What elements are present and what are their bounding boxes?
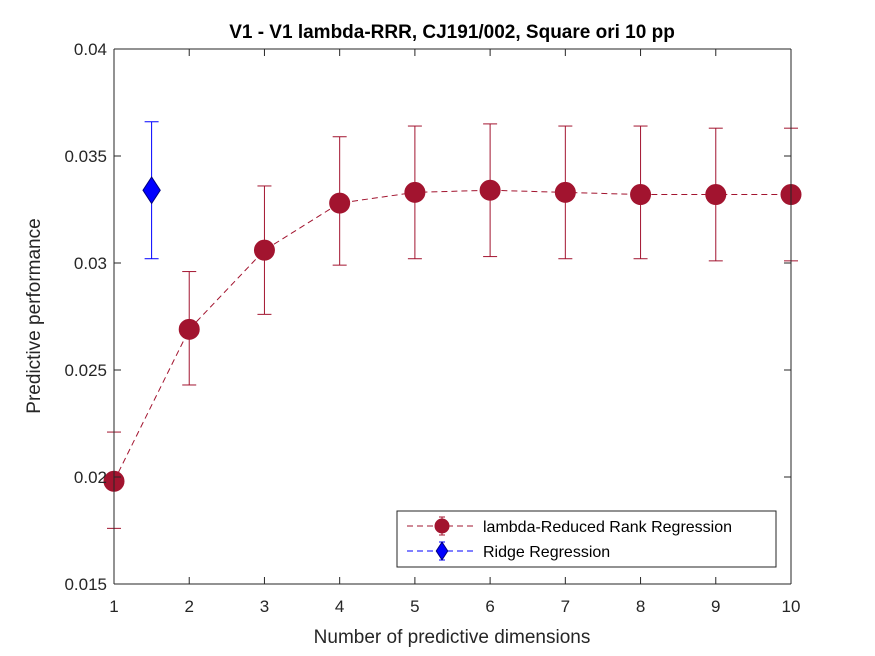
data-point (253, 239, 275, 261)
data-point (630, 184, 652, 206)
y-tick-label: 0.03 (74, 254, 107, 273)
data-point (705, 184, 727, 206)
x-tick-label: 1 (109, 597, 118, 616)
y-tick-label: 0.04 (74, 40, 107, 59)
x-tick-label: 5 (410, 597, 419, 616)
plot-area (114, 49, 791, 584)
legend-label: Ridge Regression (483, 544, 610, 561)
x-tick-label: 8 (636, 597, 645, 616)
legend-marker (434, 518, 450, 534)
series-0 (103, 123, 802, 529)
chart-title: V1 - V1 lambda-RRR, CJ191/002, Square or… (229, 22, 675, 43)
data-point (554, 181, 576, 203)
data-point (142, 176, 161, 205)
y-tick-label: 0.035 (64, 147, 107, 166)
data-point (329, 192, 351, 214)
data-point (178, 318, 200, 340)
legend: lambda-Reduced Rank Regression Ridge Regr… (396, 510, 777, 568)
data-point (479, 179, 501, 201)
x-axis-title: Number of predictive dimensions (314, 627, 591, 648)
y-tick-label: 0.02 (74, 468, 107, 487)
legend-box (396, 510, 777, 568)
legend-label: lambda-Reduced Rank Regression (483, 519, 732, 536)
x-tick-label: 10 (782, 597, 801, 616)
series-1 (142, 121, 161, 260)
series-layer (103, 121, 802, 529)
y-axis-title: Predictive performance (24, 218, 45, 413)
x-tick-label: 6 (485, 597, 494, 616)
legend-marker (435, 541, 449, 561)
x-tick-label: 3 (260, 597, 269, 616)
axes-layer: 1 2 3 4 5 6 7 8 9 10 0.015 0.02 0.025 0.03 0.035 0.04 (64, 40, 800, 616)
x-tick-label: 4 (335, 597, 344, 616)
x-tick-label: 2 (184, 597, 193, 616)
x-tick-label: 7 (561, 597, 570, 616)
x-tick-label: 9 (711, 597, 720, 616)
data-point (404, 181, 426, 203)
y-tick-label: 0.025 (64, 361, 107, 380)
y-tick-label: 0.015 (64, 575, 107, 594)
series-line (113, 189, 791, 482)
